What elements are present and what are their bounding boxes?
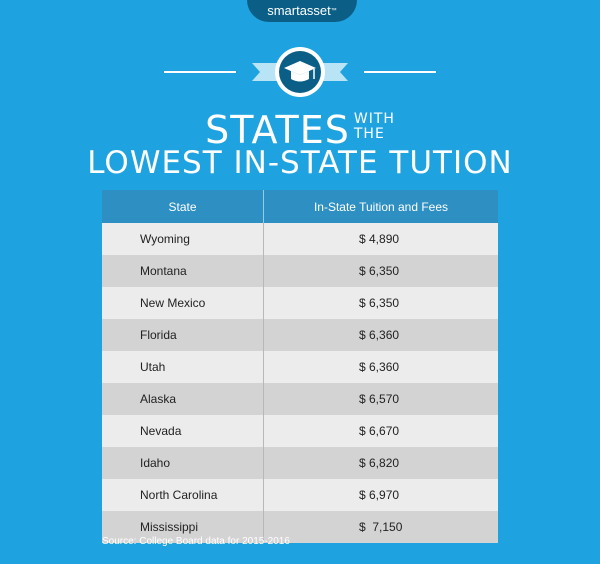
fee-cell: $ 6,970 <box>263 479 498 511</box>
state-cell: New Mexico <box>102 287 264 319</box>
source-note: Source: College Board data for 2015-2016 <box>102 536 290 547</box>
fee-cell: $ 6,570 <box>263 383 498 415</box>
table-row: Florida $ 6,360 <box>102 319 498 351</box>
graduation-cap-emblem <box>164 47 436 97</box>
fee-cell: $ 6,360 <box>263 319 498 351</box>
graduation-cap-icon <box>284 61 316 82</box>
state-cell: Nevada <box>102 415 264 447</box>
state-cell: Utah <box>102 351 264 383</box>
tuition-table: State In-State Tuition and Fees Wyoming … <box>102 190 498 543</box>
table-row: Nevada $ 6,670 <box>102 415 498 447</box>
header-state: State <box>102 190 264 223</box>
title-states: STATES <box>205 108 350 152</box>
title-with-the: WITH THE <box>354 108 395 142</box>
fee-cell: $ 6,670 <box>263 415 498 447</box>
brand-tm: ™ <box>330 8 337 14</box>
state-cell: Mississippi <box>102 511 264 543</box>
brand-logo: smartasset™ <box>247 0 357 22</box>
title-with: WITH <box>353 111 395 127</box>
title-line-2: LOWEST IN-STATE TUTION <box>87 145 513 181</box>
fee-cell: $ 6,820 <box>263 447 498 479</box>
title-line-1: STATES WITH THE <box>0 108 600 152</box>
state-cell: North Carolina <box>102 479 264 511</box>
table-row: Montana $ 6,350 <box>102 255 498 287</box>
table-row: Utah $ 6,360 <box>102 351 498 383</box>
fee-cell: $ 4,890 <box>263 223 498 255</box>
table-row: New Mexico $ 6,350 <box>102 287 498 319</box>
fee-cell: $ 7,150 <box>263 511 498 543</box>
table-row: Mississippi $ 7,150 <box>102 511 498 543</box>
fee-cell: $ 6,350 <box>263 287 498 319</box>
brand-name: smartasset <box>267 3 331 18</box>
table-row: North Carolina $ 6,970 <box>102 479 498 511</box>
state-cell: Wyoming <box>102 223 264 255</box>
table-header-row: State In-State Tuition and Fees <box>102 190 498 223</box>
state-cell: Florida <box>102 319 264 351</box>
state-cell: Idaho <box>102 447 264 479</box>
state-cell: Alaska <box>102 383 264 415</box>
table-row: Wyoming $ 4,890 <box>102 223 498 255</box>
header-fees: In-State Tuition and Fees <box>263 190 498 223</box>
fee-cell: $ 6,360 <box>263 351 498 383</box>
table-row: Alaska $ 6,570 <box>102 383 498 415</box>
title-the: THE <box>353 126 385 142</box>
state-cell: Montana <box>102 255 264 287</box>
table-row: Idaho $ 6,820 <box>102 447 498 479</box>
fee-cell: $ 6,350 <box>263 255 498 287</box>
